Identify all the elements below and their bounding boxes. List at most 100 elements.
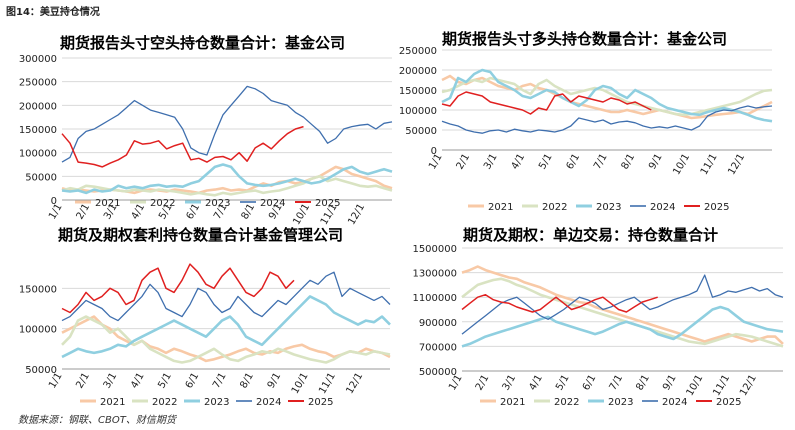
- x-tick-label: 7/1: [592, 152, 610, 171]
- series-line-2024: [61, 85, 393, 163]
- x-tick-label: 6/1: [565, 152, 583, 171]
- chart-title: 期货报告头寸空头持仓数量合计：基金公司: [60, 34, 345, 52]
- x-tick-label: 10/1: [685, 373, 706, 398]
- y-tick-label: 150000: [19, 284, 57, 295]
- y-tick-label: 250000: [19, 78, 57, 89]
- y-tick-label: 500000: [419, 367, 457, 378]
- x-tick-label: 6/1: [184, 371, 202, 390]
- x-tick-label: 4/1: [130, 202, 148, 221]
- x-tick-label: 12/1: [726, 152, 747, 177]
- x-tick-label: 6/1: [185, 202, 203, 221]
- legend-label: 2025: [308, 397, 333, 408]
- series-line-2025: [61, 263, 295, 314]
- y-tick-label: 300000: [19, 54, 57, 65]
- legend-label: 2021: [100, 397, 125, 408]
- y-tick-label: 1100000: [412, 293, 457, 304]
- x-tick-label: 8/1: [238, 371, 256, 390]
- legend-label: 2023: [608, 397, 633, 408]
- series-line-2021: [441, 74, 773, 120]
- chart-title: 期货报告头寸多头持仓数量合计：基金公司: [442, 30, 727, 48]
- y-tick-label: 50000: [25, 172, 57, 183]
- y-tick-label: 900000: [419, 318, 457, 329]
- legend-label: 2022: [542, 202, 567, 213]
- series-line-2023: [61, 163, 393, 195]
- x-tick-label: 11/1: [699, 152, 720, 177]
- series-line-2025: [61, 125, 304, 168]
- series-line-2024: [461, 274, 784, 335]
- x-tick-label: 8/1: [620, 152, 638, 171]
- x-tick-label: 3/1: [482, 152, 500, 171]
- chart-panel-1: 期货报告头寸空头持仓数量合计：基金公司 0 50000 100000 150000 200…: [19, 34, 393, 227]
- series-line-2024: [441, 105, 773, 134]
- series-line-2023: [461, 305, 784, 348]
- x-tick-label: 4/1: [129, 371, 147, 390]
- series-line-2023: [61, 295, 391, 359]
- y-tick-label: 0: [51, 196, 57, 207]
- x-tick-label: 4/1: [527, 373, 545, 392]
- x-tick-label: 2/1: [474, 373, 492, 392]
- series-line-2022: [61, 175, 393, 197]
- chart-title: 期货及期权套利持仓数量合计基金管理公司: [58, 226, 343, 244]
- x-tick-label: 11/1: [711, 373, 732, 398]
- x-tick-label: 3/1: [102, 371, 120, 390]
- legend-label: 2021: [488, 202, 513, 213]
- x-tick-label: 9/1: [647, 152, 665, 171]
- y-tick-label: 150000: [399, 86, 437, 97]
- legend-label: 2025: [716, 397, 741, 408]
- legend-label: 2021: [500, 397, 525, 408]
- x-tick-label: 2/1: [74, 371, 92, 390]
- x-tick-label: 12/1: [738, 373, 759, 398]
- x-tick-label: 5/1: [156, 371, 174, 390]
- legend-label: 2022: [150, 198, 175, 209]
- series-line-2023: [441, 68, 773, 123]
- x-tick-label: 8/1: [634, 373, 652, 392]
- data-source-note: 数据来源：钢联、CBOT、财信期货: [18, 415, 176, 426]
- x-tick-label: 2/1: [455, 152, 473, 171]
- y-tick-label: 0: [431, 146, 437, 157]
- y-tick-label: 100000: [399, 106, 437, 117]
- x-tick-label: 5/1: [537, 152, 555, 171]
- y-tick-label: 100000: [19, 149, 57, 160]
- x-tick-label: 5/1: [554, 373, 572, 392]
- y-tick-label: 1300000: [412, 269, 457, 280]
- x-tick-label: 7/1: [608, 373, 626, 392]
- series-line-2024: [61, 271, 391, 322]
- legend-label: 2023: [596, 202, 621, 213]
- y-tick-label: 50000: [405, 126, 437, 137]
- y-tick-label: 250000: [399, 46, 437, 57]
- y-tick-label: 200000: [399, 66, 437, 77]
- x-tick-label: 2/1: [75, 202, 93, 221]
- chart-panel-4: 期货及期权：单边交易：持仓数量合计 500000 700000 900000 11000…: [412, 226, 784, 408]
- x-tick-label: 11/1: [317, 371, 338, 396]
- legend-label: 2024: [256, 397, 281, 408]
- y-tick-label: 1500000: [412, 244, 457, 255]
- series-line-2025: [441, 91, 652, 115]
- legend-label: 2024: [662, 397, 687, 408]
- legend-label: 2025: [315, 198, 340, 209]
- legend-label: 2024: [260, 198, 285, 209]
- legend-label: 2022: [554, 397, 579, 408]
- x-tick-label: 4/1: [510, 152, 528, 171]
- legend-label: 2023: [204, 397, 229, 408]
- x-tick-label: 7/1: [211, 371, 229, 390]
- series-line-2021: [461, 265, 784, 345]
- series-line-2022: [461, 277, 784, 348]
- figure-label: 图14：美豆持仓情况: [6, 7, 100, 18]
- x-tick-label: 10/1: [290, 371, 311, 396]
- legend-label: 2023: [205, 198, 230, 209]
- y-tick-label: 100000: [19, 325, 57, 336]
- legend-label: 2022: [152, 397, 177, 408]
- chart-title: 期货及期权：单边交易：持仓数量合计: [463, 226, 718, 244]
- y-tick-label: 200000: [19, 101, 57, 112]
- x-tick-label: 9/1: [266, 371, 284, 390]
- legend-label: 2025: [704, 202, 729, 213]
- series-line-2025: [461, 293, 658, 313]
- x-tick-label: 12/1: [345, 371, 366, 396]
- x-tick-label: 10/1: [671, 152, 692, 177]
- series-line-2022: [61, 315, 391, 364]
- y-tick-label: 150000: [19, 125, 57, 136]
- x-tick-label: 3/1: [501, 373, 519, 392]
- legend-label: 2021: [95, 198, 120, 209]
- x-tick-label: 8/1: [240, 202, 258, 221]
